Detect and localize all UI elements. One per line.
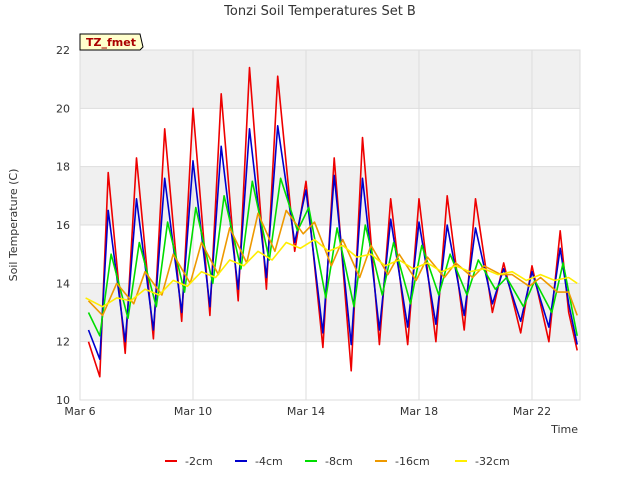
x-tick-label: Mar 6: [64, 405, 95, 418]
series-line-4cm: [87, 125, 578, 361]
series-line-2cm: [87, 66, 578, 378]
x-tick-label: Mar 18: [400, 405, 438, 418]
legend-label: -32cm: [475, 455, 510, 468]
y-axis-ticks: 10 12 14 16 18 20 22: [56, 44, 70, 407]
legend-label: -4cm: [255, 455, 283, 468]
x-axis-ticks: Mar 6 Mar 10 Mar 14 Mar 18 Mar 22: [64, 405, 551, 418]
series-line-16cm: [87, 209, 578, 317]
legend-label: -16cm: [395, 455, 430, 468]
x-tick-label: Mar 10: [174, 405, 212, 418]
series-lines: [85, 66, 578, 378]
tz-badge-label: TZ_fmet: [86, 36, 136, 49]
y-tick-label: 16: [56, 219, 70, 232]
y-tick-label: 20: [56, 102, 70, 115]
y-axis-label: Soil Temperature (C): [7, 169, 20, 282]
x-tick-label: Mar 14: [287, 405, 325, 418]
y-tick-label: 10: [56, 394, 70, 407]
y-tick-label: 12: [56, 336, 70, 349]
legend-label: -8cm: [325, 455, 353, 468]
legend-label: -2cm: [185, 455, 213, 468]
legend: -2cm -4cm -8cm -16cm -32cm: [165, 455, 510, 468]
y-tick-label: 14: [56, 277, 70, 290]
tz-badge: TZ_fmet: [79, 33, 144, 51]
y-tick-label: 18: [56, 161, 70, 174]
x-axis-label: Time: [550, 423, 578, 436]
series-line-32cm: [85, 238, 578, 308]
y-tick-label: 22: [56, 44, 70, 57]
chart-title: Tonzi Soil Temperatures Set B: [223, 4, 416, 19]
x-tick-label: Mar 22: [513, 405, 551, 418]
series-line-8cm: [87, 177, 578, 337]
plot-border: [79, 49, 581, 401]
plot-band: [80, 50, 580, 109]
